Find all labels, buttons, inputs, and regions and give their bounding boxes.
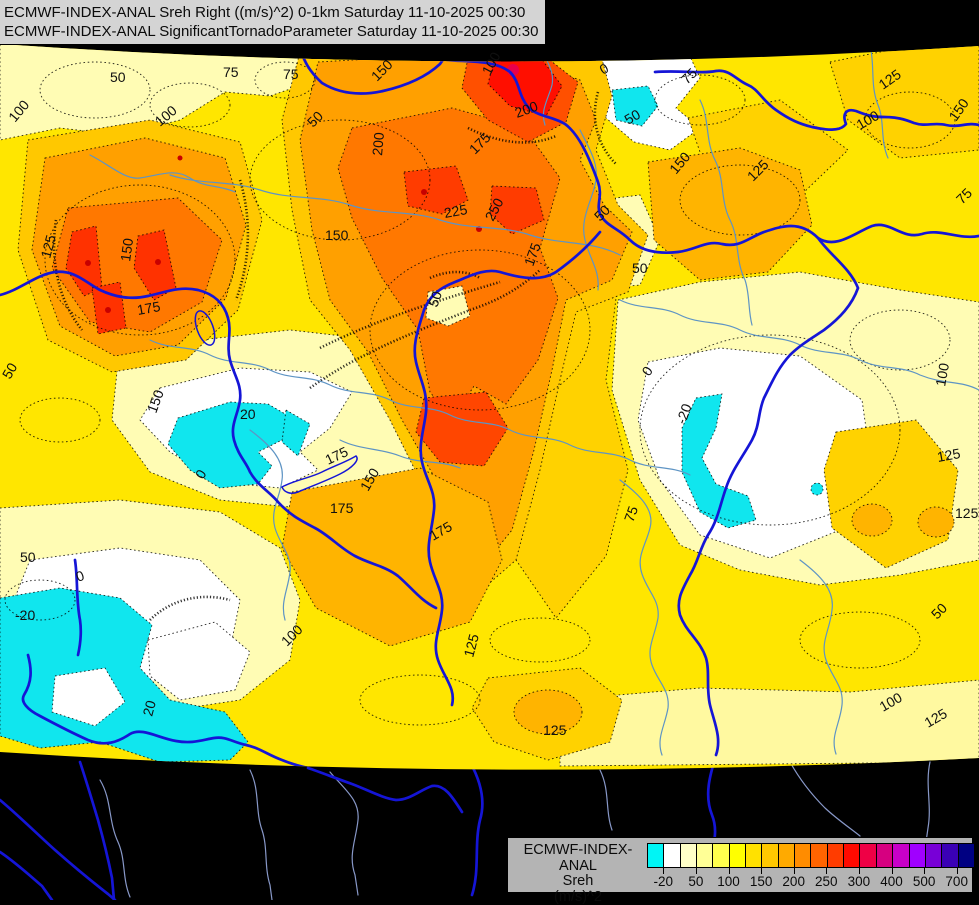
legend-swatch bbox=[828, 844, 844, 867]
legend-tick-mark bbox=[826, 867, 827, 874]
color-scale bbox=[647, 843, 975, 868]
legend-swatch bbox=[681, 844, 697, 867]
legend-swatch bbox=[893, 844, 909, 867]
legend-tick-mark bbox=[859, 867, 860, 874]
title-bar: ECMWF-INDEX-ANAL Sreh Right ((m/s)^2) 0-… bbox=[0, 0, 546, 45]
legend-swatch bbox=[795, 844, 811, 867]
contour-value-label: 20 bbox=[240, 406, 256, 422]
legend-swatch bbox=[910, 844, 926, 867]
legend-swatch bbox=[926, 844, 942, 867]
contour-value-label: 125 bbox=[543, 722, 567, 738]
contour-value-label: 125 bbox=[955, 505, 979, 521]
legend-swatch bbox=[762, 844, 778, 867]
legend-swatch bbox=[746, 844, 762, 867]
contour-value-label: 75 bbox=[223, 64, 239, 80]
legend-tick-mark bbox=[696, 867, 697, 874]
legend-swatch bbox=[713, 844, 729, 867]
legend-swatch bbox=[730, 844, 746, 867]
contour-value-label: 200 bbox=[369, 131, 387, 156]
legend-swatch bbox=[697, 844, 713, 867]
legend-swatch bbox=[942, 844, 958, 867]
legend-swatch bbox=[877, 844, 893, 867]
contour-value-label: -20 bbox=[15, 607, 35, 623]
legend-model-name: ECMWF-INDEX-ANAL bbox=[514, 843, 642, 874]
legend-swatch bbox=[844, 844, 860, 867]
contour-value-label: 150 bbox=[117, 237, 136, 263]
contour-value-label: 175 bbox=[330, 500, 354, 516]
legend-title: ECMWF-INDEX-ANAL Sreh (m/s)^2 bbox=[514, 843, 642, 905]
legend-tick-label: 700 bbox=[935, 874, 979, 889]
contour-value-label: 50 bbox=[110, 69, 126, 85]
contour-fill-layer bbox=[0, 40, 979, 790]
legend-tick-mark bbox=[924, 867, 925, 874]
contour-value-label: 50 bbox=[632, 260, 648, 276]
legend-parameter-name: Sreh bbox=[514, 874, 642, 890]
contour-value-label: 50 bbox=[20, 549, 36, 565]
legend-tick-mark bbox=[892, 867, 893, 874]
legend-tick-mark bbox=[761, 867, 762, 874]
contour-value-label: 75 bbox=[283, 66, 299, 82]
legend-tick-mark bbox=[729, 867, 730, 874]
legend-swatch bbox=[664, 844, 680, 867]
title-line-1: ECMWF-INDEX-ANAL Sreh Right ((m/s)^2) 0-… bbox=[4, 3, 545, 22]
legend-swatch bbox=[811, 844, 827, 867]
legend-swatch bbox=[959, 844, 974, 867]
legend-swatch bbox=[779, 844, 795, 867]
contour-value-label: 150 bbox=[325, 227, 349, 243]
legend-tick-mark bbox=[794, 867, 795, 874]
legend-swatch bbox=[648, 844, 664, 867]
title-line-2: ECMWF-INDEX-ANAL SignificantTornadoParam… bbox=[4, 22, 545, 41]
legend-tick-mark bbox=[663, 867, 664, 874]
legend-tick-mark bbox=[957, 867, 958, 874]
legend-swatch bbox=[860, 844, 876, 867]
legend-units: (m/s)^2 bbox=[514, 890, 642, 905]
